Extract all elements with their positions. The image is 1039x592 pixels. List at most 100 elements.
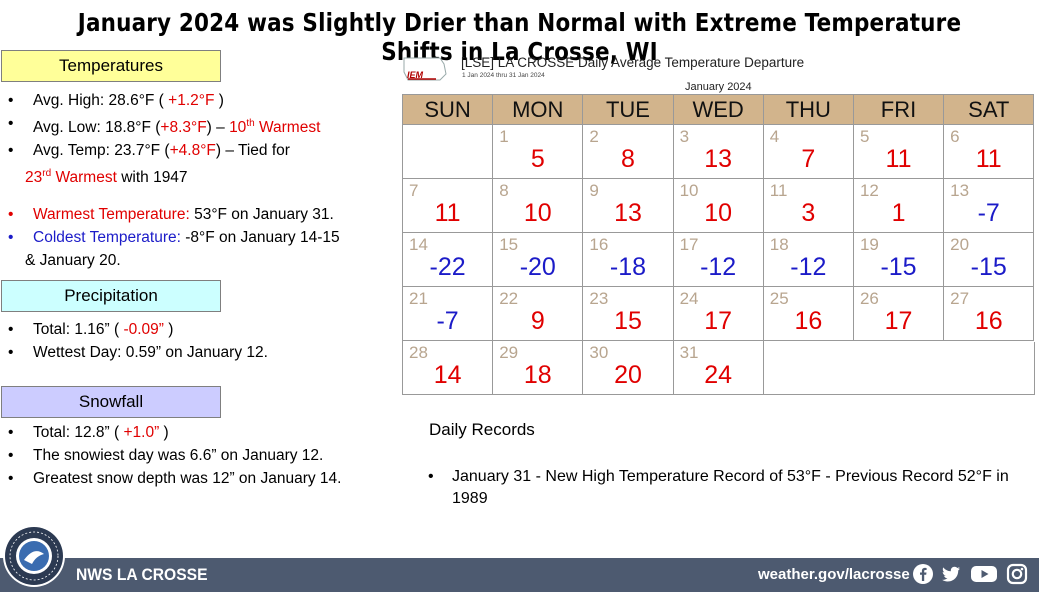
calendar-day-cell: 17 -12 bbox=[673, 233, 764, 287]
day-number: 28 bbox=[409, 343, 428, 362]
temperature-departure-value: 1 bbox=[891, 199, 906, 227]
temperature-departure-value: -15 bbox=[880, 253, 917, 281]
calendar-day-cell: 27 16 bbox=[944, 287, 1035, 341]
iem-logo bbox=[403, 57, 447, 81]
temperature-departure-value: -22 bbox=[429, 253, 466, 281]
snow-total-item: • Total: 12.8” ( +1.0” ) bbox=[8, 424, 169, 441]
facebook-icon[interactable] bbox=[912, 563, 934, 585]
day-number: 25 bbox=[769, 289, 789, 308]
day-number: 19 bbox=[859, 235, 879, 254]
calendar-day-cell: 9 13 bbox=[583, 179, 674, 233]
day-number: 18 bbox=[769, 235, 789, 254]
day-number: 8 bbox=[499, 181, 509, 200]
calendar-day-cell: 29 18 bbox=[493, 341, 584, 395]
calendar-day-cell: 25 16 bbox=[763, 287, 854, 341]
temperatures-label: Temperatures bbox=[1, 50, 221, 82]
day-number: 17 bbox=[679, 235, 699, 254]
temperature-departure-value: -12 bbox=[700, 253, 737, 281]
day-header-thu: THU bbox=[763, 95, 854, 125]
temperature-departure-value: 8 bbox=[621, 145, 635, 173]
daily-record-item: • January 31 - New High Temperature Recor… bbox=[428, 468, 1009, 507]
temperature-departure-value: 16 bbox=[794, 307, 823, 335]
day-number: 21 bbox=[409, 289, 428, 308]
snowiest-day-item: • The snowiest day was 6.6” on January 1… bbox=[8, 447, 324, 464]
calendar-title: [LSE] LA CROSSE Daily Average Temperatur… bbox=[461, 55, 805, 70]
temperature-departure-value: 15 bbox=[614, 307, 642, 335]
calendar-day-cell: 12 1 bbox=[853, 179, 945, 233]
temperature-departure-value: -18 bbox=[609, 253, 647, 281]
day-number: 27 bbox=[950, 289, 970, 308]
day-number: 6 bbox=[950, 127, 960, 146]
coldest-item: • Coldest Temperature: -8°F on January 1… bbox=[8, 229, 340, 246]
temperature-departure-value: 14 bbox=[433, 361, 462, 389]
calendar-empty-cell bbox=[944, 341, 1034, 395]
day-number: 5 bbox=[859, 127, 870, 146]
day-number: 3 bbox=[679, 127, 690, 146]
twitter-icon[interactable] bbox=[940, 563, 962, 585]
day-number: 29 bbox=[499, 343, 519, 362]
calendar-day-cell: 13 -7 bbox=[944, 179, 1035, 233]
calendar-day-cell: 10 10 bbox=[673, 179, 764, 233]
calendar-day-cell: 18 -12 bbox=[763, 233, 854, 287]
temperature-departure-value: 17 bbox=[704, 307, 733, 335]
day-header-wed: WED bbox=[673, 95, 764, 125]
calendar-day-cell: 30 20 bbox=[583, 341, 674, 395]
calendar-border bbox=[1034, 342, 1035, 395]
temperature-departure-value: 5 bbox=[530, 145, 545, 173]
day-header-sun: SUN bbox=[403, 95, 494, 125]
day-number: 20 bbox=[950, 235, 970, 254]
temperature-departure-value: -12 bbox=[790, 253, 827, 281]
day-number: 4 bbox=[769, 127, 780, 146]
snowfall-label: Snowfall bbox=[1, 386, 221, 418]
temperature-departure-value: 13 bbox=[704, 145, 733, 173]
calendar-day-cell: 22 9 bbox=[493, 287, 584, 341]
temperature-departure-value: 10 bbox=[704, 199, 733, 227]
wettest-day-item: • Wettest Day: 0.59” on January 12. bbox=[8, 344, 268, 361]
day-number: 12 bbox=[859, 181, 879, 200]
instagram-icon[interactable] bbox=[1006, 563, 1028, 585]
temperature-departure-value: 16 bbox=[974, 307, 1003, 335]
temperature-departure-value: 17 bbox=[884, 307, 913, 335]
temperature-departure-value: 3 bbox=[801, 199, 816, 227]
calendar-day-cell: 3 13 bbox=[673, 125, 764, 179]
day-number: 7 bbox=[409, 181, 419, 200]
page-title: January 2024 was Slightly Drier than Nor… bbox=[77, 8, 962, 66]
calendar-day-cell: 24 17 bbox=[673, 287, 764, 341]
snowfall-list: • Total: 12.8” ( +1.0” ) • The snowiest … bbox=[8, 421, 341, 490]
day-header-sat: SAT bbox=[944, 95, 1035, 125]
calendar-day-cell: 16 -18 bbox=[583, 233, 674, 287]
day-header-mon: MON bbox=[493, 95, 584, 125]
day-number: 15 bbox=[499, 235, 519, 254]
avg-low-item: • Avg. Low: 18.8°F (+8.3°F) – 10th Warme… bbox=[8, 115, 321, 137]
temperature-departure-value: -7 bbox=[436, 307, 459, 335]
calendar-day-cell: 26 17 bbox=[853, 287, 945, 341]
temperatures-list: • Avg. High: 28.6°F ( +1.2°F ) • Avg. Lo… bbox=[8, 89, 320, 189]
calendar-day-cell: 31 24 bbox=[673, 341, 764, 395]
temperature-departure-value: -20 bbox=[519, 253, 556, 281]
iem-logo-text: IEM bbox=[407, 70, 424, 80]
day-number: 14 bbox=[409, 235, 428, 254]
calendar-day-cell: 8 10 bbox=[493, 179, 584, 233]
daily-records-title: Daily Records bbox=[429, 420, 535, 439]
day-number: 26 bbox=[859, 289, 879, 308]
footer-office-name: NWS LA CROSSE bbox=[76, 565, 208, 584]
calendar-day-cell: 11 3 bbox=[763, 179, 854, 233]
temperature-departure-value: -15 bbox=[970, 253, 1007, 281]
day-number: 13 bbox=[950, 181, 970, 200]
temperature-departure-value: 13 bbox=[614, 199, 642, 227]
footer-website-link[interactable]: weather.gov/lacrosse bbox=[758, 566, 910, 583]
day-number: 24 bbox=[679, 289, 699, 308]
precipitation-label: Precipitation bbox=[1, 280, 221, 312]
extremes-list: • Warmest Temperature: 53°F on January 3… bbox=[8, 203, 340, 272]
footer-bar bbox=[0, 558, 1039, 592]
youtube-icon[interactable] bbox=[970, 563, 998, 585]
day-number: 16 bbox=[589, 235, 609, 254]
temperature-departure-value: 18 bbox=[523, 361, 552, 389]
day-number: 30 bbox=[589, 343, 609, 362]
calendar-subtitle: 1 Jan 2024 thru 31 Jan 2024 bbox=[462, 72, 545, 79]
avg-temp-item: • Avg. Temp: 23.7°F (+4.8°F) – Tied for bbox=[8, 142, 290, 160]
calendar-empty-cell bbox=[764, 341, 854, 395]
